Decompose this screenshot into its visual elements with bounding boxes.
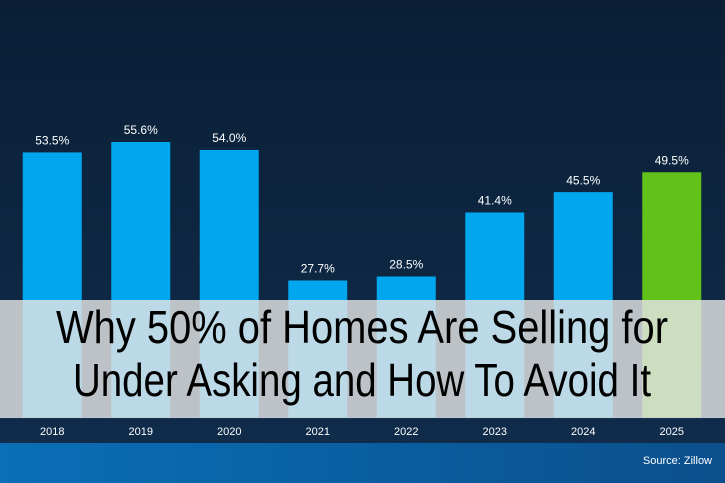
x-tick-label: 2025 — [660, 426, 684, 438]
footer-band — [0, 443, 725, 483]
x-tick-label: 2019 — [129, 426, 153, 438]
value-label: 53.5% — [35, 134, 69, 148]
value-label: 28.5% — [389, 258, 423, 272]
x-tick-label: 2018 — [40, 426, 64, 438]
overlay-title: Under Asking and How To Avoid It — [73, 354, 651, 406]
source: Source: Zillow — [643, 455, 712, 467]
title-banner — [0, 300, 725, 418]
value-label: 54.0% — [212, 131, 246, 145]
x-tick-label: 2022 — [394, 426, 418, 438]
value-label: 27.7% — [301, 262, 335, 276]
x-tick-label: 2023 — [483, 426, 507, 438]
value-label: 45.5% — [566, 173, 600, 187]
x-tick-label: 2020 — [217, 426, 241, 438]
value-label: 41.4% — [478, 194, 512, 208]
x-tick-label: 2024 — [571, 426, 595, 438]
overlay-title: Why 50% of Homes Are Selling for — [56, 301, 668, 353]
x-tick-label: 2021 — [306, 426, 330, 438]
value-label: 55.6% — [124, 123, 158, 137]
value-label: 49.5% — [655, 153, 689, 167]
